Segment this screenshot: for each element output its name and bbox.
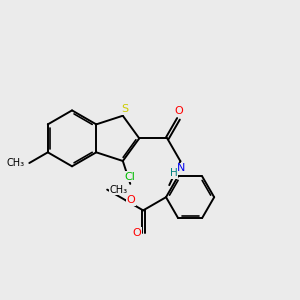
Text: CH₃: CH₃: [7, 158, 25, 168]
Text: O: O: [127, 195, 136, 205]
Text: CH₃: CH₃: [109, 184, 127, 195]
Text: O: O: [174, 106, 183, 116]
Text: H: H: [169, 168, 177, 178]
Text: S: S: [122, 104, 128, 114]
Text: O: O: [133, 228, 141, 238]
Text: Cl: Cl: [125, 172, 136, 182]
Text: N: N: [177, 163, 185, 173]
